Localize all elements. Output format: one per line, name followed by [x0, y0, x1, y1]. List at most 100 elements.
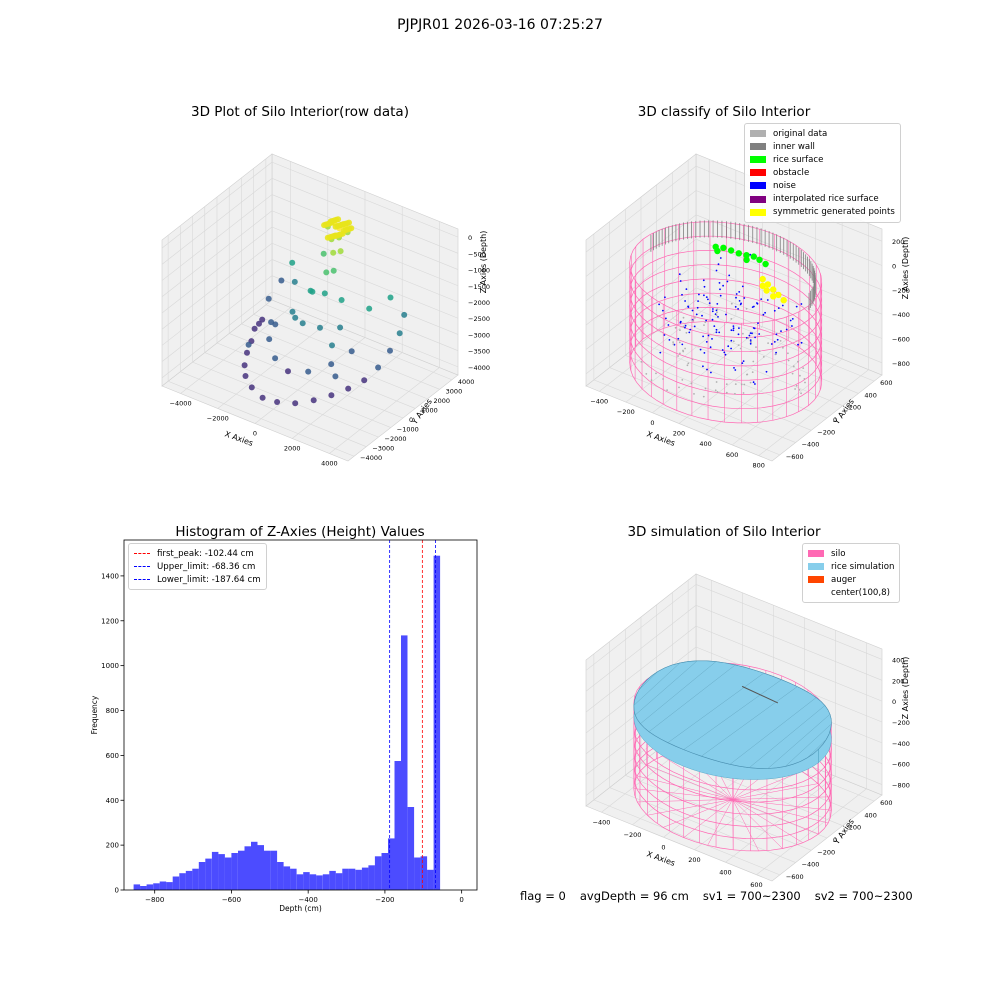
- z-tick-label: −800: [892, 360, 910, 368]
- histogram-bar: [303, 872, 310, 890]
- noise-point: [754, 383, 756, 385]
- noise-point: [703, 294, 705, 297]
- noise-point: [705, 296, 708, 298]
- original-point: [725, 383, 728, 386]
- original-point: [650, 379, 653, 381]
- grid-line: [271, 242, 459, 319]
- original-point: [682, 316, 685, 319]
- noise-point: [791, 325, 793, 327]
- legend-entry: interpolated rice surface: [750, 192, 895, 205]
- noise-point: [742, 360, 745, 362]
- rice-surface-point: [727, 247, 735, 254]
- original-point: [702, 395, 705, 398]
- y-tick-label: −600: [786, 453, 804, 461]
- original-point: [750, 341, 753, 343]
- noise-point: [679, 321, 682, 324]
- noise-point: [687, 306, 690, 308]
- legend-entry: symmetric generated points: [750, 206, 895, 219]
- noise-point: [734, 369, 737, 371]
- data-point: [266, 336, 273, 343]
- grid-line: [585, 190, 697, 277]
- histogram-bar: [355, 869, 362, 890]
- noise-point: [752, 381, 755, 384]
- x-tick-label: 200: [688, 856, 700, 864]
- histogram-bar: [322, 874, 330, 890]
- original-point: [662, 378, 664, 380]
- noise-point: [738, 300, 741, 302]
- grid-line: [161, 242, 273, 330]
- noise-point: [741, 285, 744, 288]
- histogram-bar: [224, 857, 232, 890]
- original-point: [779, 340, 782, 342]
- grid-line: [271, 226, 459, 303]
- silo-floor-spoke: [646, 764, 733, 800]
- original-point: [715, 381, 718, 383]
- data-point: [329, 342, 335, 349]
- histogram-bar: [179, 873, 186, 890]
- noise-point: [662, 309, 664, 312]
- original-point: [672, 341, 674, 343]
- noise-point: [719, 257, 722, 259]
- histogram-bar: [296, 874, 304, 890]
- noise-point: [699, 348, 702, 351]
- noise-point: [717, 263, 720, 266]
- noise-point: [721, 349, 724, 351]
- original-point: [742, 332, 744, 335]
- histogram-bar: [277, 862, 284, 890]
- grid-line: [672, 318, 859, 394]
- legend-label: original data: [773, 128, 828, 139]
- noise-point: [702, 365, 704, 368]
- original-point: [752, 360, 755, 363]
- noise-point: [723, 351, 726, 354]
- symmetric-point: [770, 286, 777, 293]
- legend-label: silo: [831, 548, 846, 559]
- legend-label: Upper_limit: -68.36 cm: [157, 561, 256, 572]
- original-point: [704, 321, 707, 324]
- panel-simulation-3d: −400−2000200400600−600−400−2000200400600…: [585, 573, 910, 889]
- rice-surface-point: [720, 244, 727, 251]
- data-point: [245, 341, 252, 348]
- z-tick-label: −800: [892, 782, 910, 790]
- data-point: [285, 368, 291, 375]
- original-point: [684, 347, 686, 350]
- histogram-bar: [361, 867, 369, 890]
- data-point: [256, 320, 262, 327]
- rice-surface-point: [743, 252, 750, 259]
- grid-line: [161, 194, 273, 281]
- original-point: [755, 346, 757, 348]
- original-point: [678, 341, 681, 344]
- rice-surface-point: [756, 256, 763, 263]
- y-tick-label: 0: [115, 887, 119, 895]
- noise-point: [797, 343, 799, 346]
- noise-point: [780, 330, 782, 332]
- z-axis-label: Z Axies (Depth): [479, 231, 488, 294]
- noise-point: [703, 352, 706, 354]
- x-tick-label: −800: [145, 896, 164, 904]
- legend-swatch: [808, 563, 824, 571]
- z-tick-label: 400: [892, 656, 904, 664]
- data-point: [310, 397, 317, 404]
- data-point: [242, 373, 249, 379]
- x-axis-label: X Axies: [223, 429, 254, 448]
- grid-line: [271, 275, 459, 351]
- status-line: flag = 0 avgDepth = 96 cm sv1 = 700~2300 sv…: [520, 889, 927, 903]
- noise-point: [754, 336, 756, 339]
- silo-floor-spoke: [707, 799, 733, 846]
- rice-mesh-line: [667, 672, 764, 743]
- original-point: [740, 383, 743, 386]
- silo-floor-spoke: [732, 799, 759, 852]
- data-point: [248, 384, 255, 391]
- z-tick-label: 200: [892, 238, 904, 246]
- data-point: [366, 305, 373, 312]
- noise-point: [717, 316, 719, 318]
- y-tick-label: −2000: [385, 435, 407, 443]
- silo-floor-spoke: [636, 775, 733, 800]
- z-tick-label: −2500: [468, 315, 490, 323]
- x-tick-label: −400: [299, 896, 318, 904]
- noise-point: [733, 367, 735, 369]
- legend-entry: rice surface: [750, 153, 895, 166]
- noise-point: [800, 341, 803, 344]
- original-point: [666, 389, 668, 391]
- grid-line: [585, 165, 697, 253]
- grid-line: [204, 352, 391, 428]
